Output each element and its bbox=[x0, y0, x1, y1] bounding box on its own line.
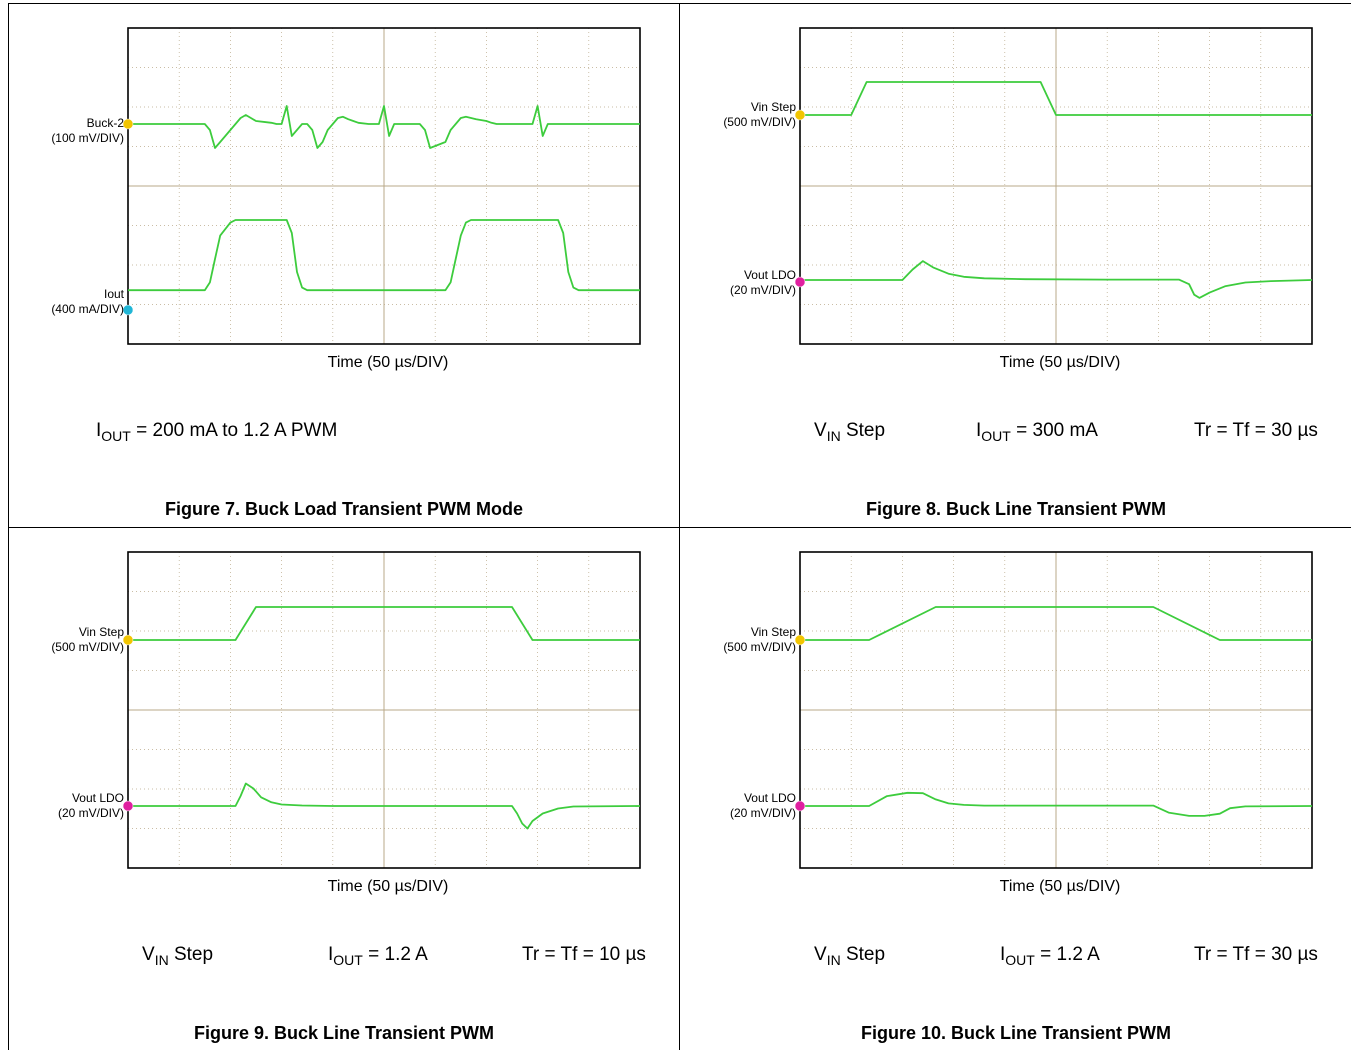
channel-name: Vin Step bbox=[750, 100, 796, 114]
channel-scale: (100 mV/DIV) bbox=[51, 131, 124, 145]
trace-vin-step bbox=[800, 606, 1312, 641]
figure-panel-7: Buck-2 (100 mV/DIV) Iout (400 mA/DIV) Time (… bbox=[8, 4, 680, 528]
channel-label: Vout LDO (20 mV/DIV) bbox=[730, 268, 796, 298]
channel-marker bbox=[794, 109, 806, 121]
test-condition: VIN Step bbox=[142, 944, 214, 968]
test-condition: Tr = Tf = 10 µs bbox=[522, 944, 646, 965]
scope-plot bbox=[794, 27, 1313, 345]
figure-caption: Figure 9. Buck Line Transient PWM bbox=[193, 1023, 495, 1043]
trace-vout-ldo bbox=[128, 782, 641, 830]
page-divider-vertical bbox=[679, 3, 680, 1050]
channel-marker bbox=[794, 276, 806, 288]
test-condition: IOUT = 200 mA to 1.2 A PWM bbox=[96, 420, 338, 444]
test-condition: Tr = Tf = 30 µs bbox=[1194, 420, 1318, 441]
page-border-left bbox=[8, 3, 9, 1050]
scope-plot bbox=[794, 551, 1313, 869]
x-axis-label: Time (50 µs/DIV) bbox=[327, 878, 449, 895]
test-condition: VIN Step bbox=[814, 420, 886, 444]
page-divider-horizontal bbox=[8, 527, 1351, 528]
channel-name: Iout bbox=[103, 287, 124, 301]
channel-label: Vin Step (500 mV/DIV) bbox=[723, 625, 796, 655]
figure-panel-10: Vin Step (500 mV/DIV) Vout LDO (20 mV/DIV) T… bbox=[680, 528, 1351, 1052]
channel-label: Buck-2 (100 mV/DIV) bbox=[51, 116, 124, 146]
channel-marker bbox=[122, 634, 134, 646]
trace-vout-ldo bbox=[800, 260, 1313, 299]
test-condition: Tr = Tf = 30 µs bbox=[1194, 944, 1318, 965]
trace-vout-ldo bbox=[800, 791, 1313, 817]
channel-label: Vout LDO (20 mV/DIV) bbox=[730, 791, 796, 821]
channel-scale: (20 mV/DIV) bbox=[729, 806, 796, 820]
channel-name: Vout LDO bbox=[743, 791, 796, 805]
channel-marker bbox=[794, 800, 806, 812]
channel-name: Vout LDO bbox=[71, 791, 124, 805]
channel-scale: (500 mV/DIV) bbox=[51, 640, 124, 654]
channel-marker bbox=[122, 800, 134, 812]
channel-scale: (400 mA/DIV) bbox=[51, 302, 124, 316]
channel-name: Buck-2 bbox=[86, 116, 124, 130]
figure-caption: Figure 10. Buck Line Transient PWM bbox=[860, 1023, 1172, 1043]
figure-panel-9: Vin Step (500 mV/DIV) Vout LDO (20 mV/DIV) T… bbox=[8, 528, 680, 1052]
plot-frame bbox=[799, 27, 1313, 345]
x-axis-label: Time (50 µs/DIV) bbox=[999, 354, 1121, 371]
figure-caption: Figure 7. Buck Load Transient PWM Mode bbox=[164, 499, 524, 519]
plot-frame bbox=[799, 551, 1313, 869]
channel-marker bbox=[122, 118, 134, 130]
channel-label: Iout (400 mA/DIV) bbox=[51, 287, 124, 317]
channel-scale: (20 mV/DIV) bbox=[57, 806, 124, 820]
trace-buck-2 bbox=[128, 105, 640, 149]
trace-vin-step bbox=[800, 81, 1312, 116]
test-condition: VIN Step bbox=[814, 944, 886, 968]
test-condition: IOUT = 1.2 A bbox=[328, 944, 428, 968]
scope-plot bbox=[122, 27, 641, 345]
plot-frame bbox=[127, 27, 641, 345]
figure-panel-8: Vin Step (500 mV/DIV) Vout LDO (20 mV/DIV) T… bbox=[680, 4, 1351, 528]
channel-scale: (500 mV/DIV) bbox=[723, 640, 796, 654]
channel-label: Vin Step (500 mV/DIV) bbox=[51, 625, 124, 655]
plot-frame bbox=[127, 551, 641, 869]
channel-label: Vout LDO (20 mV/DIV) bbox=[58, 791, 124, 821]
x-axis-label: Time (50 µs/DIV) bbox=[999, 878, 1121, 895]
trace-iout bbox=[128, 219, 640, 292]
channel-name: Vin Step bbox=[78, 625, 124, 639]
channel-marker bbox=[122, 304, 134, 316]
channel-scale: (20 mV/DIV) bbox=[729, 283, 796, 297]
test-condition: IOUT = 1.2 A bbox=[1000, 944, 1100, 968]
channel-scale: (500 mV/DIV) bbox=[723, 115, 796, 129]
x-axis-label: Time (50 µs/DIV) bbox=[327, 354, 449, 371]
channel-marker bbox=[794, 634, 806, 646]
test-condition: IOUT = 300 mA bbox=[976, 420, 1098, 444]
scope-plot bbox=[122, 551, 641, 869]
channel-name: Vout LDO bbox=[743, 268, 796, 282]
channel-label: Vin Step (500 mV/DIV) bbox=[723, 100, 796, 130]
trace-vin-step bbox=[128, 606, 640, 641]
channel-name: Vin Step bbox=[750, 625, 796, 639]
figure-caption: Figure 8. Buck Line Transient PWM bbox=[865, 499, 1167, 519]
